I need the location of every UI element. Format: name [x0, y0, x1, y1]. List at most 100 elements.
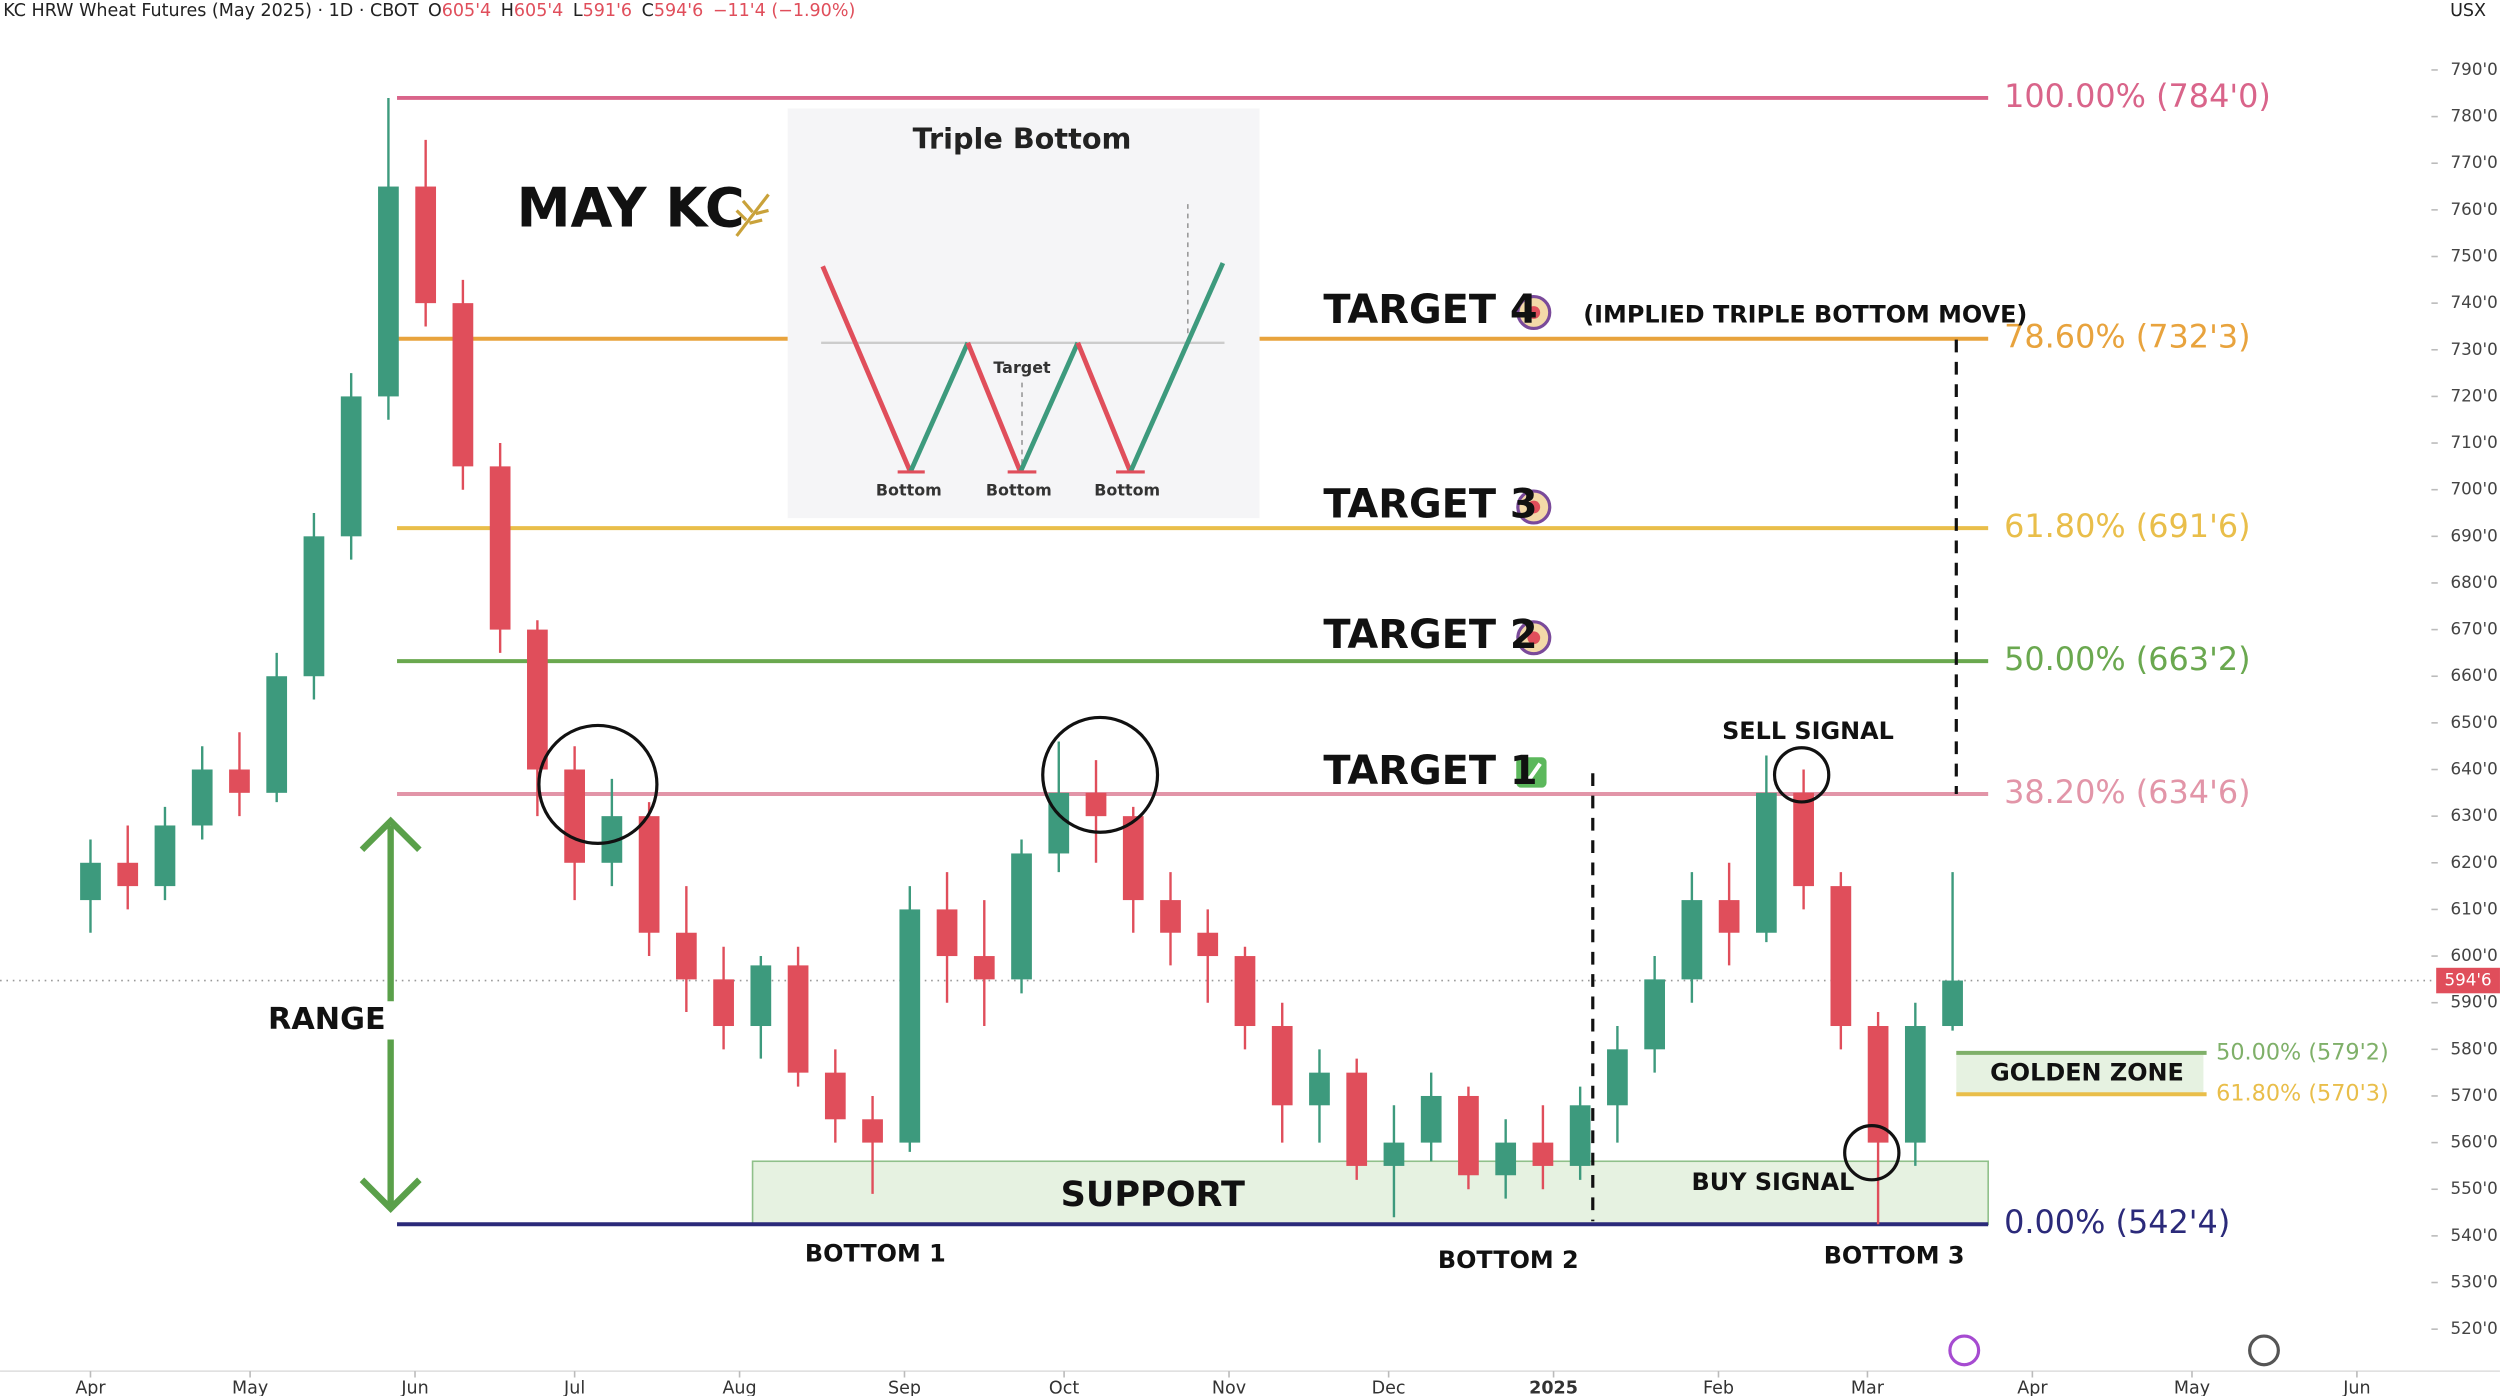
- candle-body: [1793, 792, 1814, 887]
- candle-body: [713, 979, 734, 1027]
- inset-leg: [965, 341, 1023, 473]
- candle-body: [1681, 900, 1703, 980]
- candle-body: [303, 536, 325, 677]
- inset-leg: [1128, 262, 1226, 473]
- x-tick-label: Aug: [722, 1379, 756, 1396]
- inset-leg: [908, 341, 970, 473]
- x-tick-label: Mar: [1851, 1379, 1885, 1396]
- annotation: RANGE: [268, 1002, 386, 1037]
- fib-label: 100.00% (784'0): [2004, 77, 2271, 115]
- candle-body: [266, 676, 288, 793]
- candle-body: [1160, 900, 1181, 933]
- y-tick-label: 580'0: [2451, 1038, 2498, 1058]
- x-tick-label: Jun: [2342, 1379, 2370, 1396]
- candle-body: [564, 769, 585, 863]
- inset-bottom: Bottom: [876, 481, 942, 500]
- golden-zone: [1956, 1052, 2204, 1095]
- candle-body: [1309, 1072, 1330, 1106]
- icon: [2248, 1334, 2280, 1367]
- annotation: TARGET 1: [1323, 748, 1537, 794]
- y-tick-label: 730'0: [2451, 339, 2498, 359]
- annotation: MAY KC: [517, 177, 745, 240]
- candle-body: [1644, 979, 1666, 1050]
- y-tick-label: 660'0: [2451, 665, 2498, 685]
- annotation: BOTTOM 2: [1438, 1246, 1579, 1274]
- candle-body: [1085, 792, 1107, 817]
- y-tick-label: 560'0: [2451, 1132, 2498, 1152]
- inset-leg: [1018, 341, 1080, 473]
- y-tick-label: 530'0: [2451, 1272, 2498, 1292]
- candle-body: [1532, 1142, 1554, 1166]
- inset-title: Triple Bottom: [913, 121, 1132, 155]
- y-tick-label: 690'0: [2451, 525, 2498, 545]
- candle-body: [154, 825, 176, 887]
- x-tick-label: Feb: [1703, 1379, 1734, 1396]
- candle-body: [489, 466, 511, 630]
- candle-body: [750, 965, 772, 1027]
- inset-target: Target: [993, 358, 1051, 377]
- fib-label: 50.00% (663'2): [2004, 640, 2250, 678]
- header-stat: −11'4 (−1.90%): [713, 1, 855, 21]
- x-tick-label: Sep: [888, 1379, 921, 1396]
- candle-body: [1346, 1072, 1368, 1166]
- annotation: TARGET 4: [1323, 287, 1537, 333]
- candle-body: [1756, 792, 1777, 933]
- x-tick-label: Oct: [1049, 1379, 1079, 1396]
- annotation: TARGET 2: [1323, 612, 1537, 658]
- header: KC HRW Wheat Futures (May 2025) · 1D · C…: [3, 1, 855, 21]
- candle-body: [1569, 1105, 1591, 1166]
- y-tick-label: 720'0: [2451, 385, 2498, 405]
- y-tick-label: 570'0: [2451, 1085, 2498, 1105]
- candle-body: [340, 396, 362, 537]
- candle-body: [378, 186, 399, 397]
- support-zone: [751, 1160, 1989, 1226]
- golden-level-label: 50.00% (579'2): [2216, 1039, 2389, 1065]
- last-price-label: 594'6: [2444, 970, 2491, 990]
- x-tick-label: May: [2174, 1379, 2210, 1396]
- candle-body: [1830, 886, 1852, 1027]
- y-tick-label: 680'0: [2451, 572, 2498, 592]
- currency: USX: [2450, 1, 2486, 21]
- x-tick-label: 2025: [1529, 1379, 1578, 1396]
- header-stat: 605'4: [514, 1, 563, 21]
- y-tick-label: 610'0: [2451, 898, 2498, 918]
- candle-body: [191, 769, 213, 826]
- range-arrow: [359, 816, 422, 1214]
- y-tick-label: 600'0: [2451, 945, 2498, 965]
- highlight-circle: [1843, 1124, 1901, 1182]
- wheat-icon: [735, 193, 770, 237]
- y-tick-label: 550'0: [2451, 1178, 2498, 1198]
- y-tick-label: 770'0: [2451, 152, 2498, 172]
- candle-body: [1271, 1026, 1293, 1106]
- decorations: [359, 193, 2280, 1367]
- y-tick-label: 620'0: [2451, 852, 2498, 872]
- y-tick-label: 760'0: [2451, 199, 2498, 219]
- candle-body: [899, 909, 921, 1143]
- inset-leg: [1075, 341, 1133, 473]
- candle-body: [1607, 1049, 1628, 1106]
- inset-bottom: Bottom: [1094, 481, 1160, 500]
- y-tick-label: 520'0: [2451, 1318, 2498, 1338]
- inset-bg: [787, 108, 1260, 519]
- y-tick-label: 640'0: [2451, 759, 2498, 779]
- candle-body: [1495, 1142, 1517, 1176]
- candle-body: [117, 862, 139, 887]
- candle-body: [1011, 853, 1032, 980]
- x-tick-label: Jun: [400, 1379, 428, 1396]
- annotation: SELL SIGNAL: [1722, 717, 1894, 745]
- candle-body: [1458, 1095, 1479, 1176]
- target-icons: [1516, 294, 1552, 788]
- candle-body: [1383, 1142, 1405, 1166]
- annotation: TARGET 3: [1323, 481, 1537, 527]
- header-stat: O: [428, 1, 442, 21]
- candle-body: [787, 965, 809, 1073]
- x-tick-label: Jul: [563, 1379, 585, 1396]
- highlight-circle: [1772, 746, 1831, 804]
- y-tick-label: 700'0: [2451, 479, 2498, 499]
- candle-body: [638, 816, 660, 933]
- y-tick-label: 710'0: [2451, 432, 2498, 452]
- fib-label: 61.80% (691'6): [2004, 507, 2250, 545]
- x-tick-label: Dec: [1372, 1379, 1406, 1396]
- header-stat: C: [642, 1, 654, 21]
